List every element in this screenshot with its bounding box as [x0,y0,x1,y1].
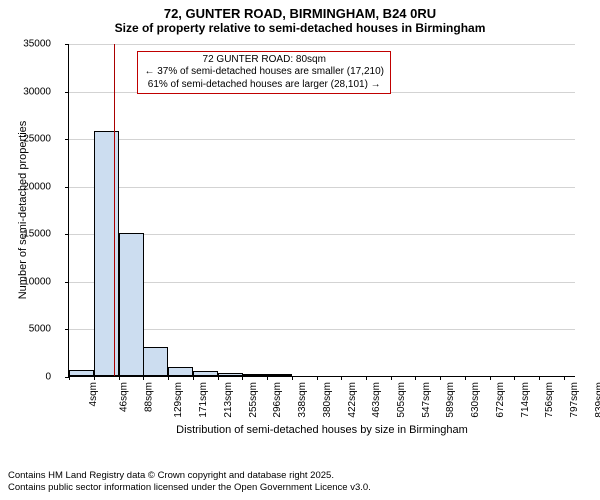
x-tick-label: 672sqm [495,382,506,418]
x-tick-label: 255sqm [248,382,259,418]
histogram-bar [69,370,94,376]
x-tick-label: 338sqm [297,382,308,418]
x-tick-label: 756sqm [544,382,555,418]
y-tick [65,329,69,330]
attribution-footer: Contains HM Land Registry data © Crown c… [8,470,371,494]
x-tick-label: 129sqm [173,382,184,418]
x-tick [514,376,515,380]
x-tick [94,376,95,380]
x-tick-label: 88sqm [143,382,154,412]
x-tick [490,376,491,380]
annotation-line: ← 37% of semi-detached houses are smalle… [144,66,384,79]
footer-line-2: Contains public sector information licen… [8,482,371,494]
histogram-bar [242,374,267,376]
x-tick-label: 4sqm [88,382,99,406]
plot-area: Number of semi-detached properties Distr… [68,44,575,377]
annotation-box: 72 GUNTER ROAD: 80sqm← 37% of semi-detac… [137,51,391,95]
y-tick-label: 25000 [23,134,51,145]
x-tick [366,376,367,380]
y-tick [65,139,69,140]
histogram-bar [143,347,168,376]
y-tick-label: 30000 [23,86,51,97]
x-tick-label: 171sqm [198,382,209,418]
x-tick-label: 213sqm [223,382,234,418]
y-tick-label: 35000 [23,39,51,50]
y-gridline [69,282,575,283]
x-tick [391,376,392,380]
y-tick [65,44,69,45]
histogram-bar [168,367,193,377]
histogram-bar [267,374,292,376]
x-tick-label: 422sqm [347,382,358,418]
y-tick-label: 15000 [23,229,51,240]
y-gridline [69,329,575,330]
chart: Number of semi-detached properties Distr… [55,44,575,414]
x-tick-label: 839sqm [594,382,600,418]
x-tick-label: 380sqm [322,382,333,418]
x-tick-label: 714sqm [520,382,531,418]
x-tick [69,376,70,380]
x-tick-label: 296sqm [272,382,283,418]
x-tick [292,376,293,380]
x-tick [465,376,466,380]
histogram-bar [119,233,144,376]
y-gridline [69,44,575,45]
y-axis-label: Number of semi-detached properties [17,121,29,300]
y-gridline [69,234,575,235]
x-tick [143,376,144,380]
y-tick [65,92,69,93]
x-tick-label: 797sqm [569,382,580,418]
annotation-line: 72 GUNTER ROAD: 80sqm [144,54,384,67]
y-gridline [69,187,575,188]
x-tick [193,376,194,380]
y-tick [65,234,69,235]
x-tick [440,376,441,380]
x-tick [564,376,565,380]
y-tick-label: 10000 [23,276,51,287]
x-tick-label: 630sqm [470,382,481,418]
x-tick-label: 505sqm [396,382,407,418]
x-tick-label: 547sqm [421,382,432,418]
y-tick [65,187,69,188]
histogram-bar [218,373,243,376]
y-tick [65,282,69,283]
y-gridline [69,139,575,140]
x-tick [267,376,268,380]
page-title: 72, GUNTER ROAD, BIRMINGHAM, B24 0RU [0,6,600,21]
histogram-bar [193,371,218,376]
x-tick [119,376,120,380]
y-tick-label: 20000 [23,181,51,192]
x-tick [317,376,318,380]
page-subtitle: Size of property relative to semi-detach… [0,21,600,35]
y-tick-label: 5000 [29,324,51,335]
footer-line-1: Contains HM Land Registry data © Crown c… [8,470,371,482]
x-tick [218,376,219,380]
x-tick [341,376,342,380]
x-tick [168,376,169,380]
x-tick [242,376,243,380]
x-tick-label: 46sqm [118,382,129,412]
x-tick [415,376,416,380]
x-tick-label: 463sqm [371,382,382,418]
x-tick-label: 589sqm [446,382,457,418]
x-tick [539,376,540,380]
histogram-bar [94,131,119,376]
property-marker-line [114,44,115,376]
annotation-line: 61% of semi-detached houses are larger (… [144,79,384,92]
x-axis-label: Distribution of semi-detached houses by … [176,424,468,436]
y-tick-label: 0 [45,372,51,383]
